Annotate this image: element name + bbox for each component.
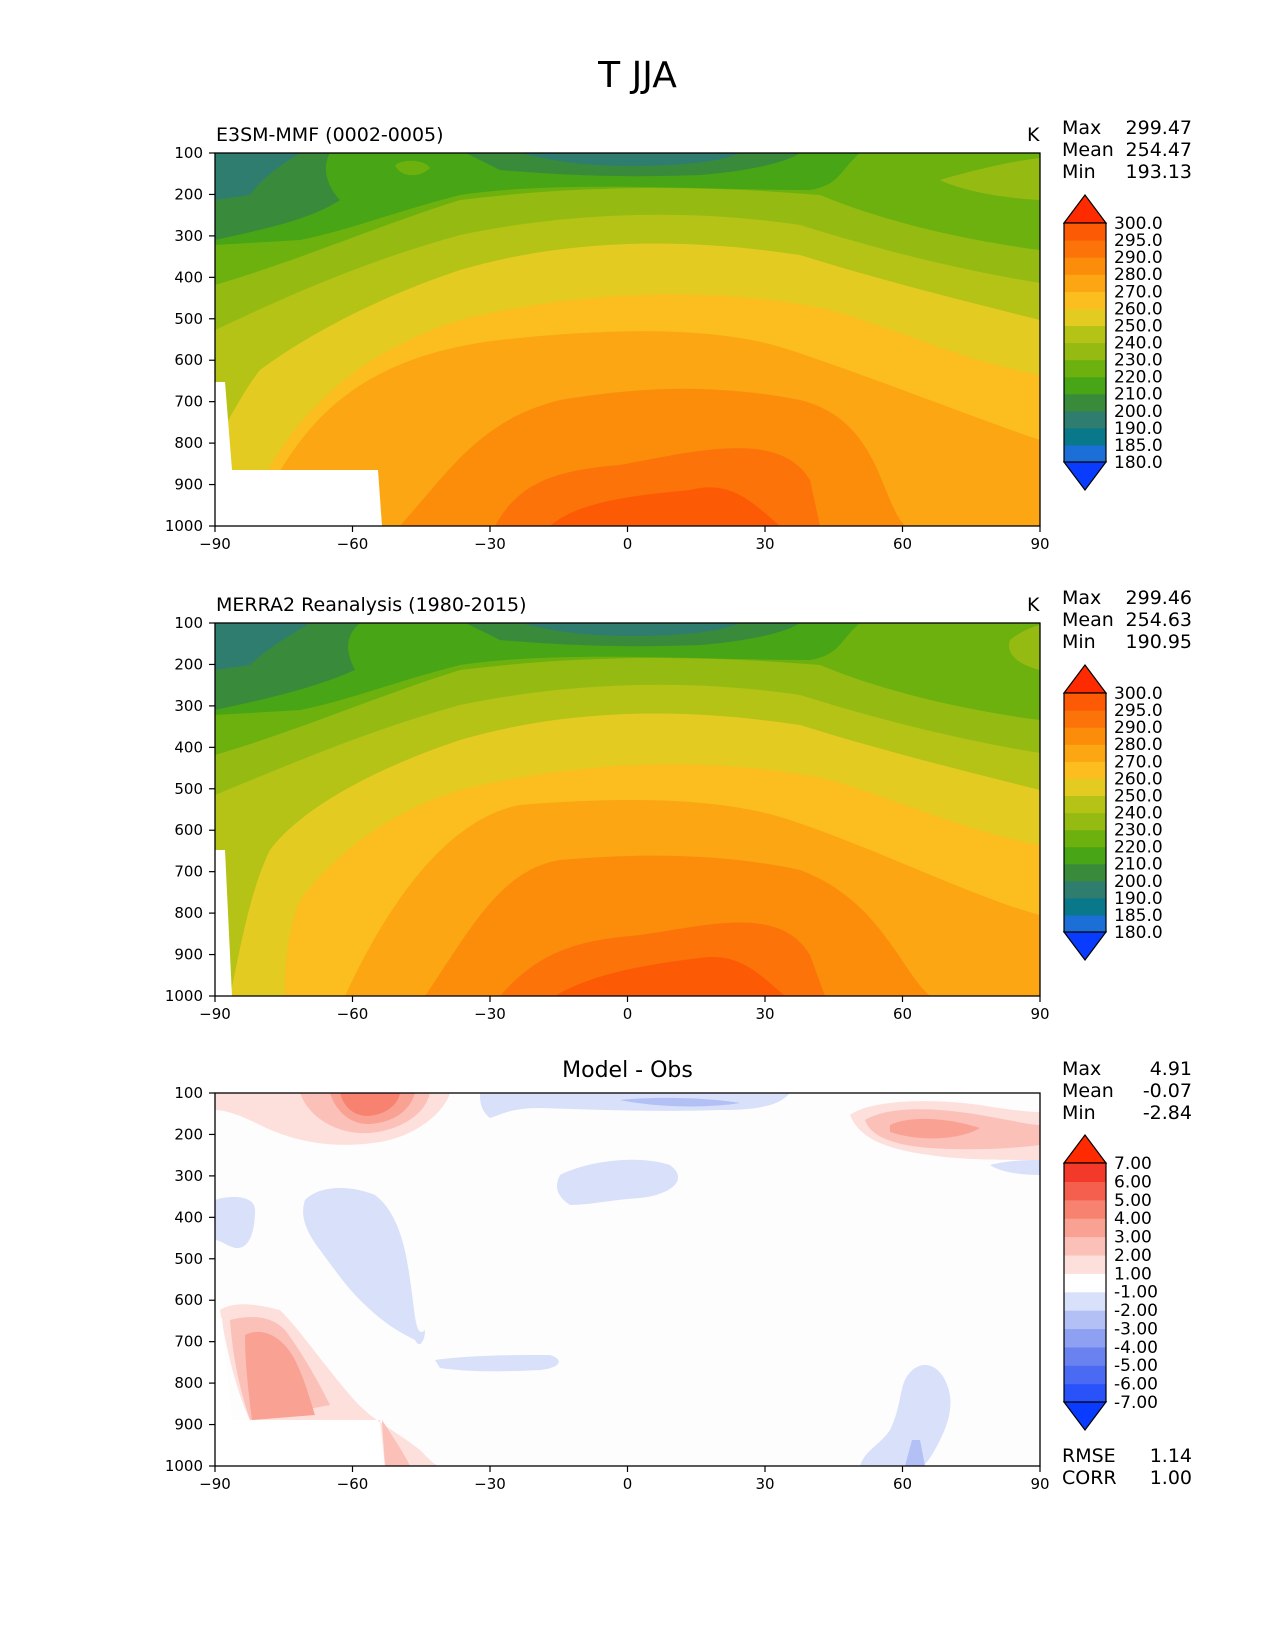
colorbar-label: 300.0: [1114, 214, 1163, 234]
panel2-min-label: Min: [1062, 631, 1096, 653]
colorbar-label: 190.0: [1114, 419, 1163, 439]
panel1-mean-value: 254.47: [1125, 139, 1192, 161]
y-tick-label: 200: [174, 185, 203, 203]
colorbar-segment: [1064, 325, 1106, 344]
colorbar-extend-max: [1062, 194, 1108, 224]
panel1-min-label: Min: [1062, 161, 1096, 183]
colorbar-label: 290.0: [1114, 248, 1163, 268]
colorbar-label: 250.0: [1114, 316, 1163, 336]
colorbar-label: 220.0: [1114, 368, 1163, 388]
colorbar-label: 210.0: [1114, 385, 1163, 405]
colorbar-segment: [1064, 410, 1106, 429]
colorbar-label: 280.0: [1114, 265, 1163, 285]
panel1-field: [215, 153, 1040, 526]
x-tick-label: −60: [337, 535, 369, 553]
colorbar-segment: [1064, 342, 1106, 361]
panel1-colorbar: 180.0185.0190.0200.0210.0220.0230.0240.0…: [1062, 194, 1163, 491]
panel2-title: MERRA2 Reanalysis (1980-2015): [216, 594, 527, 616]
panel3-rmse-label: RMSE: [1062, 1445, 1116, 1467]
panel1-band-210: [215, 153, 800, 240]
panel3-min-value: -2.84: [1142, 1102, 1192, 1124]
colorbar-label: 200.0: [1114, 402, 1163, 422]
panel1-band-200: [215, 153, 740, 200]
panel3-error-stats: RMSE 1.14 CORR 1.00: [1062, 1445, 1192, 1489]
y-tick-label: 800: [174, 434, 203, 452]
panel1-stats: Max 299.47 Mean 254.47 Min 193.13: [1062, 117, 1192, 183]
x-tick-label: 60: [893, 535, 912, 553]
x-tick-label: 0: [623, 535, 633, 553]
colorbar-segment: [1064, 291, 1106, 309]
x-tick-label: 90: [1030, 535, 1049, 553]
colorbar-segment: [1064, 393, 1106, 412]
panel3-min-label: Min: [1062, 1102, 1096, 1124]
colorbar-segment: [1064, 427, 1106, 446]
panel1-band-300: [550, 487, 780, 526]
colorbar-label: 270.0: [1114, 282, 1163, 302]
panel2-mean-label: Mean: [1062, 609, 1114, 631]
colorbar-segment: [1064, 444, 1106, 463]
panel3-rmse-value: 1.14: [1149, 1445, 1192, 1467]
y-tick-label: 700: [174, 393, 203, 411]
colorbar-segment: [1064, 223, 1106, 241]
colorbar-segment: [1064, 359, 1106, 378]
panel1-title: E3SM-MMF (0002-0005): [216, 124, 444, 146]
colorbar-label: 240.0: [1114, 334, 1163, 354]
panel1-missing: [215, 382, 382, 526]
y-tick-label: 1000: [165, 517, 203, 535]
panel1-axes: −90 −60 −30 0 30 60 90 100 200 300 400 500 600 700 800…: [165, 144, 1050, 553]
y-tick-label: 600: [174, 351, 203, 369]
figure-title: T JJA: [598, 55, 677, 96]
panel1-max-label: Max: [1062, 117, 1102, 139]
panel1-units: K: [1027, 124, 1040, 146]
colorbar-segment: [1064, 274, 1106, 292]
panel3-stats: Max 4.91 Mean -0.07 Min -2.84: [1062, 1058, 1192, 1124]
panel1-band-warm-ne: [940, 158, 1040, 200]
colorbar-segment: [1064, 376, 1106, 395]
panel3-max-value: 4.91: [1149, 1058, 1192, 1080]
colorbar-frame: [1063, 222, 1107, 463]
colorbar-segment: [1064, 257, 1106, 275]
panel1-max-value: 299.47: [1125, 117, 1192, 139]
panel2-units: K: [1027, 594, 1040, 616]
panel3-corr-value: 1.00: [1149, 1467, 1192, 1489]
panel3-title: Model - Obs: [562, 1058, 693, 1083]
panel1-blob: [395, 160, 430, 176]
panel1-mean-label: Mean: [1062, 139, 1114, 161]
panel1-min-value: 193.13: [1125, 161, 1192, 183]
panel2-max-value: 299.46: [1125, 587, 1192, 609]
y-tick-label: 100: [174, 144, 203, 162]
panel1-band-220: [215, 153, 860, 245]
colorbar-extend-min: [1062, 461, 1108, 491]
colorbar-label: 185.0: [1114, 436, 1163, 456]
x-tick-label: −90: [199, 535, 231, 553]
colorbar-segment: [1064, 240, 1106, 258]
y-tick-label: 400: [174, 268, 203, 286]
x-tick-label: −30: [474, 535, 506, 553]
panel2-mean-value: 254.63: [1125, 609, 1192, 631]
panel3-mean-label: Mean: [1062, 1080, 1114, 1102]
colorbar-label: 295.0: [1114, 231, 1163, 251]
y-tick-label: 300: [174, 227, 203, 245]
panel3-mean-value: -0.07: [1142, 1080, 1192, 1102]
panel2-min-value: 190.95: [1125, 631, 1192, 653]
y-tick-label: 500: [174, 310, 203, 328]
panel3-max-label: Max: [1062, 1058, 1102, 1080]
y-tick-label: 900: [174, 476, 203, 494]
panel2-max-label: Max: [1062, 587, 1102, 609]
x-tick-label: 30: [755, 535, 774, 553]
panel3-corr-label: CORR: [1062, 1467, 1117, 1489]
colorbar-label: 180.0: [1114, 453, 1163, 473]
colorbar-segment: [1064, 308, 1106, 327]
panel2-stats: Max 299.46 Mean 254.63 Min 190.95: [1062, 587, 1192, 653]
colorbar-label: 260.0: [1114, 299, 1163, 319]
colorbar-label: 230.0: [1114, 351, 1163, 371]
